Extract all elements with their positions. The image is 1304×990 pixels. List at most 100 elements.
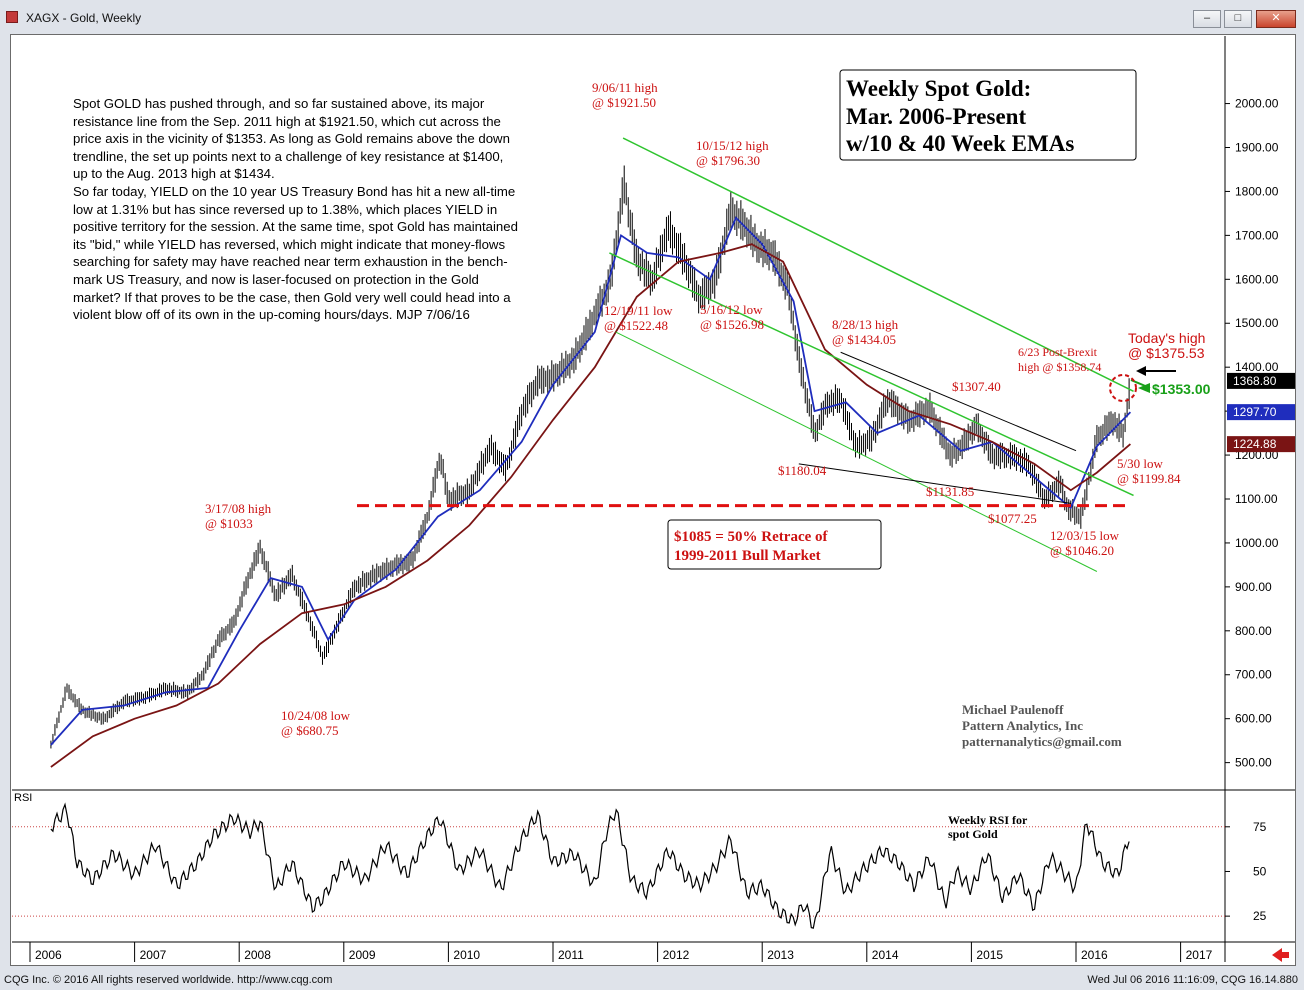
annotation-value: @ $1796.30 [696,153,760,168]
timestamp-text: Wed Jul 06 2016 11:16:09, CQG 16.14.880 [1087,974,1298,986]
annotation-label: $1077.25 [988,511,1037,526]
annotation-value: @ $1434.05 [832,332,896,347]
rsi-line [50,802,1130,929]
app-icon [6,11,18,23]
annotation-label: 5/16/12 low [700,302,763,317]
channel-top-line [609,252,1134,497]
y-tick-label: 1800.00 [1235,184,1279,198]
y-tick-label: 900.00 [1235,580,1272,594]
x-tick-label: 2013 [767,948,794,962]
wedge-lower-line [798,463,1071,504]
annotation-value: @ $1046.20 [1050,543,1114,558]
price-marker-label: 1224.88 [1233,437,1277,451]
credit-line: patternanalytics@gmail.com [962,734,1122,749]
current-price-arrow [1136,366,1146,376]
price-marker-label: 1297.70 [1233,405,1277,419]
wedge-upper-line [840,351,1077,452]
annotations-layer: $1085 = 50% Retrace of 1999-2011 Bull Mar… [205,69,1211,749]
chart-title: Weekly Spot Gold: [846,76,1031,101]
y-tick-label: 600.00 [1235,712,1272,726]
x-tick-label: 2017 [1186,948,1213,962]
price-marker-box [1227,436,1295,453]
resistance-trendline [622,137,1134,393]
rsi-y-tick-label: 25 [1253,909,1267,923]
annotation-value: @ $1921.50 [592,95,656,110]
chart-subtitle: Mar. 2006-Present [846,104,1026,129]
retrace-box-line1: $1085 = 50% Retrace of [674,529,829,545]
retrace-box-line2: 1999-2011 Bull Market [674,548,821,564]
ema40-line [50,243,1131,768]
annotation-value: @ $1522.48 [604,318,668,333]
y-tick-label: 1900.00 [1235,140,1279,154]
annotation-label: 10/15/12 high [696,138,769,153]
annotation-label: Today's high [1128,330,1205,346]
trendline-arrow-shaft [1130,379,1151,389]
price-marker-box [1227,372,1295,389]
trendline-price-label: $1353.00 [1152,381,1211,397]
annotation-label: 8/28/13 high [832,317,899,332]
y-tick-label: 1100.00 [1235,492,1278,506]
annotation-value: @ $1033 [205,516,253,531]
annotation-label: 12/03/15 low [1050,528,1120,543]
y-tick-label: 1400.00 [1235,360,1279,374]
close-button[interactable]: ✕ [1256,10,1296,28]
x-tick-label: 2011 [558,948,584,962]
annotation-label: 10/24/08 low [281,708,351,723]
rsi-y-tick-label: 50 [1253,864,1267,878]
y-tick-label: 700.00 [1235,668,1272,682]
retrace-box: $1085 = 50% Retrace of 1999-2011 Bull Mar… [667,519,882,570]
x-tick-label: 2012 [663,948,690,962]
credit-line: Pattern Analytics, Inc [962,718,1083,733]
rsi-note: Weekly RSI for [948,813,1028,827]
annotation-value: high @ $1358.74 [1018,360,1101,374]
annotation-label: 3/17/08 high [205,501,272,516]
breakout-circle [1109,374,1137,402]
copyright-text: CQG Inc. © 2016 All rights reserved worl… [4,974,333,986]
scroll-left-arrow-tail [1281,952,1289,958]
rsi-label: RSI [14,792,32,804]
x-tick-label: 2006 [35,948,62,962]
y-tick-label: 1000.00 [1235,536,1279,550]
price-panel: 2000.00 1900.00 1800.00 1700.00 1600.00 1500.… [12,36,1295,962]
annotation-value: @ $1199.84 [1117,471,1181,486]
rsi-y-tick-label: 75 [1253,820,1267,834]
annotation-value: @ $1375.53 [1128,345,1205,361]
y-tick-label: 1700.00 [1235,228,1279,242]
price-marker-label: 1368.80 [1233,374,1277,388]
x-tick-label: 2008 [244,948,271,962]
x-tick-label: 2009 [349,948,376,962]
chart-window [10,34,1296,966]
annotation-label: 12/19/11 low [604,303,673,318]
x-tick-label: 2016 [1081,948,1108,962]
annotation-label: $1307.40 [952,379,1001,394]
commentary-text: Spot GOLD has pushed through, and so far… [73,96,518,323]
trendline-arrow [1138,383,1150,393]
credit-line: Michael Paulenoff [962,702,1064,717]
annotation-label: 9/06/11 high [592,80,658,95]
scroll-left-arrow [1272,948,1282,962]
annotation-value: @ $1526.98 [700,317,764,332]
annotation-label: $1180.04 [778,463,827,478]
chart-subtitle: w/10 & 40 Week EMAs [846,131,1074,156]
y-tick-label: 1600.00 [1235,272,1279,286]
x-tick-label: 2010 [453,948,480,962]
annotation-label: 6/23 Post-Brexit [1018,345,1098,359]
maximize-button[interactable]: □ [1224,10,1252,28]
x-tick-label: 2015 [976,948,1003,962]
rsi-note: spot Gold [948,827,998,841]
y-tick-label: 500.00 [1235,756,1272,770]
x-tick-label: 2014 [872,948,899,962]
window-title: XAGX - Gold, Weekly [26,11,142,25]
y-tick-label: 800.00 [1235,624,1272,638]
price-marker-box [1227,404,1295,421]
annotation-value: @ $680.75 [281,723,338,738]
status-bar: CQG Inc. © 2016 All rights reserved worl… [0,970,1304,990]
y-tick-label: 2000.00 [1235,97,1279,111]
x-axis: 2006 2007 2008 2009 2010 2011 2012 2013 2014 2015… [29,942,1289,962]
x-tick-label: 2007 [140,948,167,962]
window-titlebar: XAGX - Gold, Weekly – □ ✕ [0,0,1304,32]
minimize-button[interactable]: – [1193,10,1221,28]
